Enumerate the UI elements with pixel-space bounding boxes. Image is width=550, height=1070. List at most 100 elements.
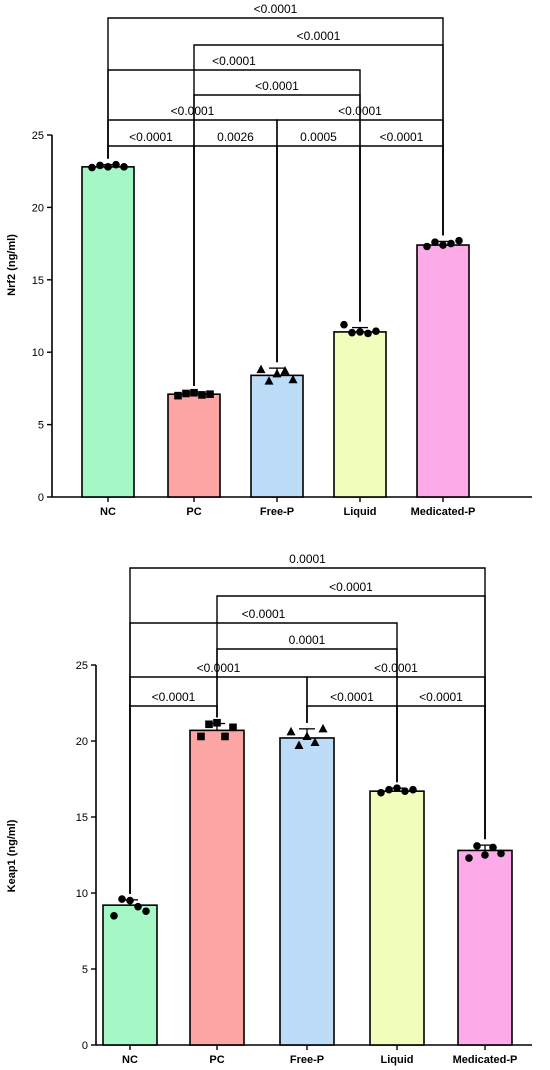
keap1-chart: Keap1 (ng/ml) 0 5 10 15 20 25 NC PC Free-P Liquid…	[6, 552, 532, 1066]
nrf2-p-value-label: <0.0001	[380, 130, 424, 144]
keap1-data-point	[213, 718, 221, 727]
keap1-bar-pc	[189, 729, 245, 1046]
nrf2-p-value-label: <0.0001	[171, 104, 215, 118]
nrf2-p-value-label: <0.0001	[254, 2, 298, 16]
keap1-data-point	[118, 895, 126, 903]
keap1-bar-medicated-p	[457, 849, 513, 1046]
keap1-data-point	[473, 842, 481, 850]
keap1-y-tick-label: 5	[82, 964, 88, 976]
nrf2-x-tick-label: Liquid	[344, 506, 377, 518]
keap1-x-tick-label: Medicated-P	[453, 1054, 518, 1066]
keap1-data-point	[197, 732, 205, 741]
keap1-x-tick-label: PC	[209, 1054, 224, 1066]
nrf2-y-tick-label: 5	[38, 420, 44, 432]
keap1-data-point	[110, 912, 118, 920]
keap1-data-point	[126, 896, 134, 905]
keap1-data-point	[377, 788, 385, 797]
nrf2-comparison-bracket	[193, 44, 444, 387]
nrf2-data-point	[340, 320, 348, 329]
nrf2-p-value-label: <0.0001	[297, 29, 341, 43]
nrf2-data-point	[447, 239, 455, 248]
keap1-p-value-label: 0.0001	[289, 633, 326, 647]
keap1-data-point	[294, 740, 304, 750]
nrf2-data-point	[280, 366, 290, 375]
keap1-x-tick-label: Liquid	[381, 1054, 414, 1066]
keap1-bar-nc	[102, 904, 158, 1046]
keap1-x-tick-label: NC	[122, 1054, 138, 1066]
keap1-data-point	[481, 851, 489, 859]
keap1-data-point	[142, 907, 150, 916]
keap1-data-point	[489, 843, 497, 852]
nrf2-data-point	[198, 391, 206, 399]
nrf2-x-tick-label: Medicated-P	[411, 506, 476, 518]
nrf2-p-value-label: 0.0026	[217, 130, 254, 144]
nrf2-data-point	[439, 241, 447, 249]
nrf2-data-point	[104, 163, 112, 171]
keap1-data-point	[310, 737, 320, 747]
keap1-data-point	[134, 902, 142, 911]
keap1-x-tick-label: Free-P	[290, 1054, 324, 1066]
nrf2-chart: Nrf2 (ng/ml) 0 5 10 15 20 25 NC PC Free-P Liquid M…	[6, 2, 532, 518]
nrf2-bar-pc	[167, 393, 221, 498]
nrf2-data-point	[356, 328, 364, 336]
nrf2-bar-nc	[81, 166, 135, 498]
keap1-y-tick-label: 10	[76, 888, 88, 900]
nrf2-comparison-bracket	[107, 17, 444, 236]
keap1-p-value-label: <0.0001	[374, 661, 418, 675]
keap1-p-value-label: <0.0001	[242, 607, 286, 621]
keap1-p-value-label: 0.0001	[289, 552, 326, 566]
keap1-data-point	[401, 787, 409, 795]
nrf2-comparison-bracket	[276, 145, 361, 363]
nrf2-data-point	[190, 388, 198, 397]
nrf2-comparison-bracket	[107, 69, 361, 322]
nrf2-data-point	[423, 242, 431, 251]
nrf2-data-point	[96, 161, 104, 170]
nrf2-bar-liquid	[333, 331, 387, 498]
keap1-data-point	[393, 784, 401, 792]
keap1-y-axis-label: Keap1 (ng/ml)	[6, 819, 18, 892]
nrf2-data-point	[112, 160, 120, 169]
keap1-data-point	[409, 785, 417, 794]
keap1-y-tick-label: 15	[76, 812, 88, 824]
keap1-data-point	[221, 732, 229, 741]
keap1-data-point	[205, 720, 213, 729]
keap1-comparison-bracket	[129, 567, 486, 894]
nrf2-data-point	[348, 328, 356, 337]
nrf2-p-value-label: <0.0001	[212, 54, 256, 68]
keap1-comparison-bracket	[216, 595, 486, 840]
nrf2-bar-free-p	[250, 374, 304, 498]
keap1-y-tick-label: 0	[82, 1040, 88, 1052]
nrf2-data-point	[264, 376, 274, 385]
nrf2-data-point	[256, 364, 266, 374]
nrf2-comparison-bracket	[193, 145, 278, 387]
nrf2-data-point	[372, 327, 380, 336]
nrf2-y-tick-label: 20	[32, 202, 44, 214]
nrf2-data-point	[431, 238, 439, 246]
nrf2-x-tick-label: NC	[100, 506, 116, 518]
nrf2-y-tick-label: 0	[38, 492, 44, 504]
nrf2-y-axis-label: Nrf2 (ng/ml)	[6, 234, 18, 296]
keap1-data-point	[385, 785, 393, 794]
keap1-bar-liquid	[369, 790, 425, 1046]
keap1-bar-free-p	[279, 737, 335, 1046]
keap1-p-value-label: <0.0001	[330, 690, 374, 704]
nrf2-data-point	[455, 236, 463, 245]
keap1-data-point	[497, 849, 505, 858]
keap1-data-point	[286, 726, 296, 736]
nrf2-x-tick-label: Free-P	[260, 506, 294, 518]
nrf2-data-point	[120, 163, 128, 171]
keap1-y-tick-label: 20	[76, 736, 88, 748]
keap1-data-point	[302, 731, 312, 740]
keap1-y-tick-label: 25	[76, 660, 88, 672]
nrf2-data-point	[174, 391, 182, 400]
nrf2-data-point	[88, 163, 96, 172]
nrf2-y-tick-label: 15	[32, 275, 44, 287]
keap1-data-point	[229, 723, 237, 732]
nrf2-data-point	[272, 368, 282, 378]
nrf2-data-point	[364, 329, 372, 338]
nrf2-y-tick-label: 25	[32, 130, 44, 142]
keap1-p-value-label: <0.0001	[197, 661, 241, 675]
keap1-comparison-bracket	[129, 622, 398, 894]
keap1-p-value-label: <0.0001	[419, 690, 463, 704]
